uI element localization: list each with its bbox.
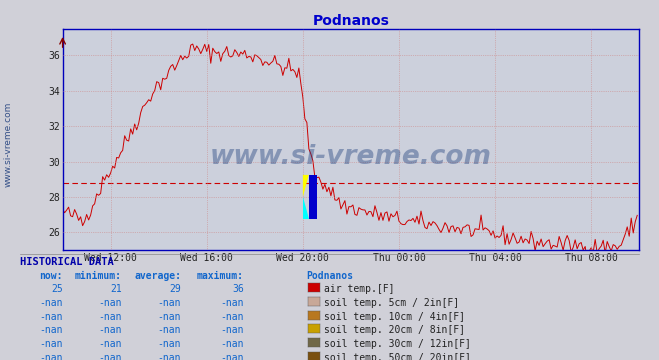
Text: -nan: -nan	[220, 312, 244, 322]
Text: -nan: -nan	[39, 325, 63, 336]
Polygon shape	[303, 175, 309, 197]
Text: -nan: -nan	[39, 312, 63, 322]
Text: 21: 21	[110, 284, 122, 294]
Text: -nan: -nan	[98, 353, 122, 360]
Text: www.si-vreme.com: www.si-vreme.com	[3, 101, 13, 187]
Text: -nan: -nan	[98, 325, 122, 336]
Text: -nan: -nan	[158, 312, 181, 322]
Text: air temp.[F]: air temp.[F]	[324, 284, 394, 294]
Text: soil temp. 10cm / 4in[F]: soil temp. 10cm / 4in[F]	[324, 312, 465, 322]
Text: 36: 36	[232, 284, 244, 294]
Text: now:: now:	[39, 271, 63, 281]
Text: -nan: -nan	[39, 298, 63, 308]
Text: 29: 29	[169, 284, 181, 294]
Text: -nan: -nan	[158, 325, 181, 336]
Polygon shape	[303, 197, 309, 219]
Title: Podnanos: Podnanos	[312, 14, 389, 28]
Text: -nan: -nan	[39, 353, 63, 360]
Text: average:: average:	[134, 271, 181, 281]
Text: 25: 25	[51, 284, 63, 294]
Text: soil temp. 5cm / 2in[F]: soil temp. 5cm / 2in[F]	[324, 298, 459, 308]
Text: -nan: -nan	[220, 325, 244, 336]
Text: -nan: -nan	[158, 353, 181, 360]
Text: maximum:: maximum:	[197, 271, 244, 281]
Text: -nan: -nan	[98, 339, 122, 349]
Text: Podnanos: Podnanos	[306, 271, 353, 281]
Text: -nan: -nan	[158, 298, 181, 308]
Text: HISTORICAL DATA: HISTORICAL DATA	[20, 257, 113, 267]
Text: soil temp. 20cm / 8in[F]: soil temp. 20cm / 8in[F]	[324, 325, 465, 336]
Text: -nan: -nan	[98, 312, 122, 322]
Text: www.si-vreme.com: www.si-vreme.com	[210, 144, 492, 170]
Polygon shape	[309, 175, 317, 219]
Text: minimum:: minimum:	[75, 271, 122, 281]
Text: -nan: -nan	[220, 339, 244, 349]
Text: soil temp. 50cm / 20in[F]: soil temp. 50cm / 20in[F]	[324, 353, 471, 360]
Text: -nan: -nan	[158, 339, 181, 349]
Text: -nan: -nan	[220, 353, 244, 360]
Text: -nan: -nan	[98, 298, 122, 308]
Text: -nan: -nan	[220, 298, 244, 308]
Text: -nan: -nan	[39, 339, 63, 349]
Text: soil temp. 30cm / 12in[F]: soil temp. 30cm / 12in[F]	[324, 339, 471, 349]
